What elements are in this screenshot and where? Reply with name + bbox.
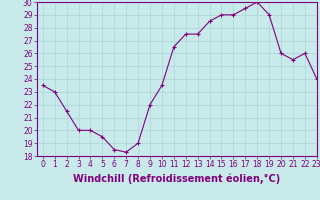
- X-axis label: Windchill (Refroidissement éolien,°C): Windchill (Refroidissement éolien,°C): [73, 173, 280, 184]
